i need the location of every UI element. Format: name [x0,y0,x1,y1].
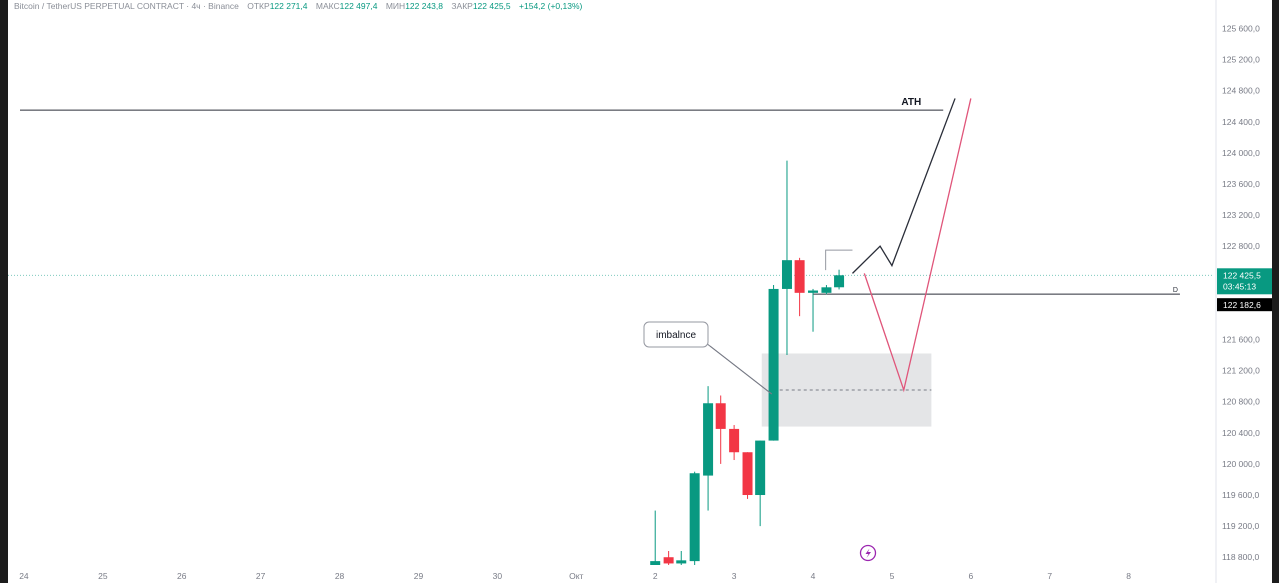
high-label: МАКС [315,1,340,11]
x-tick-label: 27 [256,571,266,581]
candle-down [715,403,726,429]
y-tick-label: 120 000,0 [1222,459,1260,469]
chart-canvas[interactable]: 125 600,0 125 200,0 124 800,0 124 400,0 124 … [8,0,1272,583]
last-price-badge [1217,268,1272,295]
x-tick-label: 5 [890,571,895,581]
y-tick-label: 121 200,0 [1222,366,1260,376]
x-tick-label: 8 [1126,571,1131,581]
callout-pointer-2 [709,345,773,395]
price-marker-bracket [825,249,853,271]
lightning-icon [859,544,877,562]
countdown-label: 03:45:13 [1223,281,1256,291]
candle-up [808,290,819,293]
legend-header: Bitcoin / TetherUS PERPETUAL CONTRACT · … [14,0,582,12]
lightning-icon-glyph [865,548,871,558]
y-tick-label: 120 400,0 [1222,428,1260,438]
x-tick-label: 25 [98,571,108,581]
x-tick-label: 4 [811,571,816,581]
y-tick-label: 121 600,0 [1222,334,1260,344]
y-tick-label: 123 200,0 [1222,210,1260,220]
y-tick-label: 125 600,0 [1222,23,1260,33]
x-tick-label: 2 [653,571,658,581]
close-label: ЗАКР [451,1,473,11]
x-tick-label: 28 [335,571,345,581]
candle-up [768,288,779,441]
symbol-title: Bitcoin / TetherUS PERPETUAL CONTRACT · … [14,1,239,11]
x-tick-label: Окт [569,571,583,581]
y-tick-label: 124 000,0 [1222,148,1260,158]
level-price-label: 122 182,6 [1223,300,1261,310]
chart-frame: Bitcoin / TetherUS PERPETUAL CONTRACT · … [8,0,1272,583]
candle-down [794,260,805,293]
y-tick-label: 119 600,0 [1222,490,1259,500]
candle-up [689,473,700,562]
projection-bearish [863,98,972,393]
candle-down [729,428,740,453]
candle-up [755,440,766,496]
x-tick-label: 29 [414,571,424,581]
candle-up [703,403,714,476]
close-value: 122 425,5 [472,1,511,11]
high-value: 122 497,4 [339,1,378,11]
last-price-label: 122 425,5 [1223,270,1261,280]
y-tick-label: 119 200,0 [1222,521,1259,531]
candle-down [742,452,753,496]
x-tick-label: 7 [1047,571,1052,581]
open-label: ОТКР [247,1,270,11]
x-tick-label: 6 [968,571,973,581]
y-tick-label: 118 800,0 [1222,552,1259,562]
y-tick-label: 124 400,0 [1222,117,1260,127]
x-tick-label: 24 [19,571,29,581]
ath-label: ATH [901,97,921,108]
level-price-badge [1217,298,1272,312]
candle-up [676,560,687,564]
level-tag-d: D [1173,287,1178,294]
imbalance-callout-label: imbalnce [656,330,696,341]
candle-up [821,287,832,293]
imbalance-callout-box [643,321,709,348]
candle-up [834,275,845,288]
change-value: +154,2 (+0,13%) [519,1,583,11]
candle-up [781,260,792,289]
candle-down [663,557,674,564]
candle-up [650,561,661,565]
y-tick-label: 125 200,0 [1222,55,1260,65]
projection-bullish [852,98,956,274]
open-value: 122 271,4 [269,1,308,11]
x-tick-label: 26 [177,571,187,581]
y-tick-label: 124 800,0 [1222,86,1260,96]
y-tick-label: 122 800,0 [1222,241,1260,251]
y-tick-label: 120 800,0 [1222,397,1260,407]
x-tick-label: 30 [493,571,503,581]
x-tick-label: 3 [732,571,737,581]
low-value: 122 243,8 [405,1,444,11]
low-label: МИН [385,1,406,11]
y-tick-label: 123 600,0 [1222,179,1260,189]
